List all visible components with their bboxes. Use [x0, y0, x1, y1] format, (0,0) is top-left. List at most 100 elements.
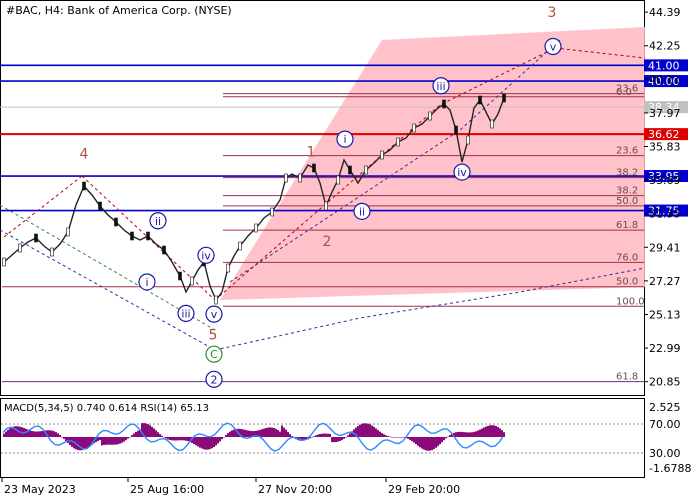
macd-bar	[41, 431, 43, 437]
macd-bar	[417, 437, 419, 446]
macd-bar	[13, 426, 15, 437]
macd-bar	[273, 427, 275, 437]
macd-bar	[471, 432, 473, 437]
macd-bar	[27, 429, 29, 437]
macd-bar	[439, 437, 441, 445]
macd-bar	[501, 430, 503, 437]
macd-bar	[97, 437, 99, 441]
macd-bar	[497, 427, 499, 437]
macd-bar	[191, 437, 193, 443]
macd-bar	[469, 432, 471, 437]
macd-bar	[369, 424, 371, 437]
macd-bar	[199, 437, 201, 448]
macd-bar	[271, 427, 273, 437]
candle	[490, 119, 494, 129]
macd-bar	[167, 437, 169, 440]
macd-bar	[361, 423, 363, 437]
macd-bar	[65, 437, 67, 441]
candle	[178, 271, 182, 281]
macd-bar	[183, 437, 185, 441]
candle	[336, 175, 340, 185]
fib-level-label: 50.0	[616, 196, 638, 207]
candle	[428, 111, 432, 121]
wave-guide-line	[0, 229, 646, 351]
macd-bar	[161, 435, 163, 437]
macd-bar	[85, 437, 87, 449]
macd-bar	[395, 437, 397, 438]
price-tick-label: 35.83	[649, 141, 681, 154]
macd-bar	[423, 437, 425, 450]
macd-bar	[215, 437, 217, 446]
macd-bar	[49, 430, 51, 437]
macd-bar	[317, 434, 319, 437]
price-tick-label: 37.97	[649, 107, 681, 120]
macd-bar	[467, 432, 469, 437]
macd-bar	[151, 426, 153, 437]
candle	[454, 125, 458, 135]
macd-bar	[179, 437, 181, 441]
price-level-tag	[644, 170, 688, 183]
time-tick-label: 25 Aug 16:00	[130, 483, 204, 496]
macd-bar	[401, 437, 403, 438]
macd-bar	[57, 433, 59, 437]
macd-bar	[413, 437, 415, 443]
macd-bar	[305, 437, 307, 441]
fib-level-label: 23.6	[616, 146, 638, 157]
macd-bar	[99, 437, 101, 441]
macd-bar	[177, 437, 179, 441]
price-tick-label: 27.27	[649, 275, 681, 288]
macd-bar	[389, 436, 391, 438]
candle	[254, 223, 258, 233]
macd-bar	[207, 437, 209, 450]
macd-bar	[343, 437, 345, 439]
wave-label-circle	[336, 130, 354, 148]
macd-bar	[391, 436, 393, 438]
macd-bar	[5, 431, 7, 437]
price-tick-label: 20.85	[649, 376, 681, 389]
wave-label: ii	[359, 205, 365, 218]
macd-bar	[489, 425, 491, 437]
macd-bar	[233, 429, 235, 437]
wave-label: 4	[80, 146, 89, 162]
wave-label-circle	[138, 273, 156, 291]
macd-bar	[147, 424, 149, 437]
time-tick-label: 29 Feb 20:00	[388, 483, 460, 496]
macd-bar	[187, 437, 189, 442]
wave-label: 2	[323, 234, 332, 250]
macd-bar	[411, 437, 413, 442]
current-price-tag	[644, 101, 688, 114]
macd-bar	[301, 437, 303, 441]
macd-bar	[169, 437, 171, 440]
macd-bar	[365, 423, 367, 437]
macd-bar	[29, 430, 31, 437]
wave-label: v	[550, 41, 557, 54]
wave-label: 1	[307, 145, 316, 161]
macd-bar	[105, 437, 107, 445]
macd-bar	[265, 428, 267, 437]
indicator-tick-label: 30.00	[649, 447, 681, 460]
macd-bar	[357, 425, 359, 437]
wave-label: 5	[209, 328, 218, 344]
macd-bar	[239, 428, 241, 437]
macd-bar	[287, 431, 289, 437]
candle	[380, 150, 384, 160]
macd-bar	[201, 437, 203, 449]
candle	[364, 165, 368, 175]
macd-bar	[131, 435, 133, 437]
candle	[312, 163, 316, 173]
candle	[162, 245, 166, 255]
macd-bar	[399, 437, 401, 438]
macd-bar	[59, 434, 61, 437]
macd-bar	[135, 431, 137, 437]
wave-label-circle	[197, 246, 215, 264]
macd-bar	[433, 437, 435, 450]
macd-bar	[485, 426, 487, 437]
macd-bar	[381, 433, 383, 437]
macd-bar	[449, 435, 451, 437]
macd-bar	[407, 437, 409, 439]
macd-bar	[107, 437, 109, 445]
candle	[478, 95, 482, 105]
macd-bar	[153, 428, 155, 437]
macd-bar	[3, 433, 5, 437]
macd-bar	[61, 436, 63, 438]
